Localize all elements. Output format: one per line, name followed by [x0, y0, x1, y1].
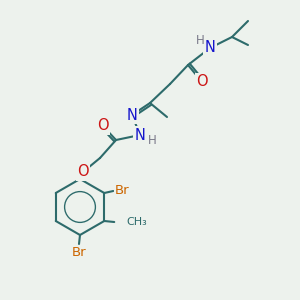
Text: N: N	[135, 128, 146, 142]
Text: O: O	[196, 74, 208, 89]
Text: H: H	[148, 134, 156, 146]
Text: Br: Br	[72, 247, 86, 260]
Text: O: O	[77, 164, 89, 179]
Text: O: O	[97, 118, 109, 134]
Text: Br: Br	[115, 184, 130, 197]
Text: N: N	[127, 107, 137, 122]
Text: N: N	[205, 40, 215, 56]
Text: H: H	[196, 34, 204, 47]
Text: CH₃: CH₃	[126, 217, 147, 227]
